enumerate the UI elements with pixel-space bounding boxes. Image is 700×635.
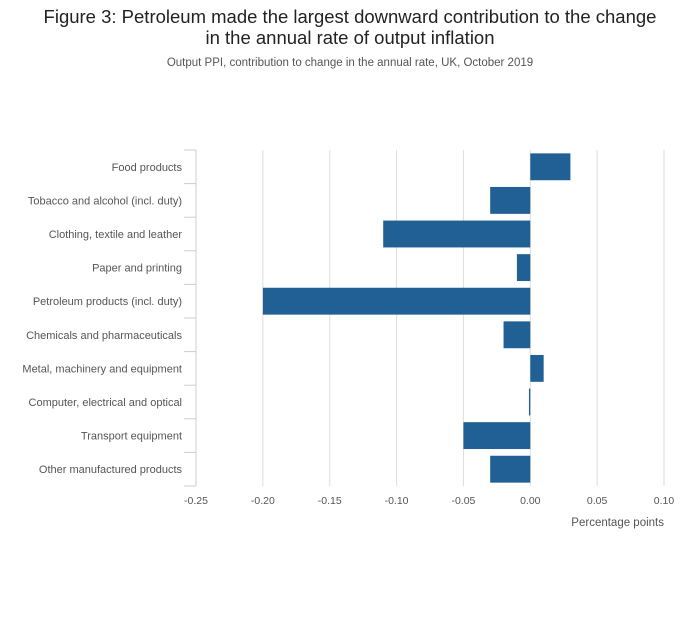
bar-10 [490, 455, 531, 483]
x-tick-label: -0.25 [184, 495, 208, 507]
x-tick-label: -0.05 [451, 495, 475, 507]
bar-9 [463, 422, 531, 450]
bar-1 [530, 153, 571, 181]
x-tick-labels: -0.25 -0.20 -0.15 -0.10 -0.05 0.00 0.05 0.10 [184, 495, 674, 507]
x-tick-label: 0.10 [654, 495, 675, 507]
category-label: Paper and printing [92, 263, 182, 275]
bars [262, 153, 571, 483]
chart-subtitle: Output PPI, contribution to change in th… [166, 57, 534, 69]
category-axis [184, 149, 197, 487]
bar-3 [383, 220, 531, 248]
x-tick-label: 0.05 [587, 495, 608, 507]
x-tick-label: 0.00 [520, 495, 541, 507]
chart-title: Figure 3: Petroleum made the largest dow… [0, 6, 700, 48]
category-label: Other manufactured products [39, 464, 183, 476]
category-label: Chemicals and pharmaceuticals [26, 330, 182, 342]
category-label: Metal, machinery and equipment [22, 363, 182, 375]
category-label: Clothing, textile and leather [49, 229, 183, 241]
x-tick-label: -0.20 [251, 495, 275, 507]
bar-7 [530, 354, 544, 382]
bar-6 [503, 321, 531, 349]
chart-title-line-1: Figure 3: Petroleum made the largest dow… [43, 6, 657, 27]
bar-4 [516, 254, 531, 282]
category-label: Transport equipment [81, 431, 182, 443]
bar-8 [528, 388, 531, 416]
category-label: Food products [112, 162, 183, 174]
x-tick-label: -0.15 [318, 495, 342, 507]
category-label: Petroleum products (incl. duty) [33, 296, 182, 308]
chart-title-line-2: in the annual rate of output inflation [205, 27, 495, 48]
bar-5 [262, 287, 531, 315]
x-tick-label: -0.10 [385, 495, 409, 507]
category-labels: Food products Tobacco and alcohol (incl. … [22, 162, 182, 476]
x-axis-title: Percentage points [571, 517, 664, 529]
category-label: Computer, electrical and optical [29, 397, 182, 409]
category-label: Tobacco and alcohol (incl. duty) [28, 195, 182, 207]
bar-2 [490, 186, 531, 214]
